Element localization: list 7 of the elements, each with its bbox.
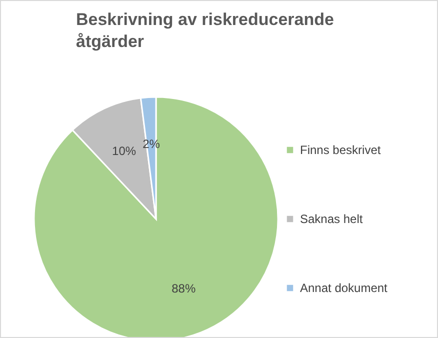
legend-label: Finns beskrivet <box>300 143 382 157</box>
data-label: 2% <box>142 137 160 152</box>
chart-title: Beskrivning av riskreducerande åtgärder <box>76 10 334 51</box>
data-label: 88% <box>172 282 196 296</box>
legend-label: Annat dokument <box>300 281 388 295</box>
legend-label: Saknas helt <box>300 212 364 226</box>
data-label: 10% <box>112 144 136 158</box>
